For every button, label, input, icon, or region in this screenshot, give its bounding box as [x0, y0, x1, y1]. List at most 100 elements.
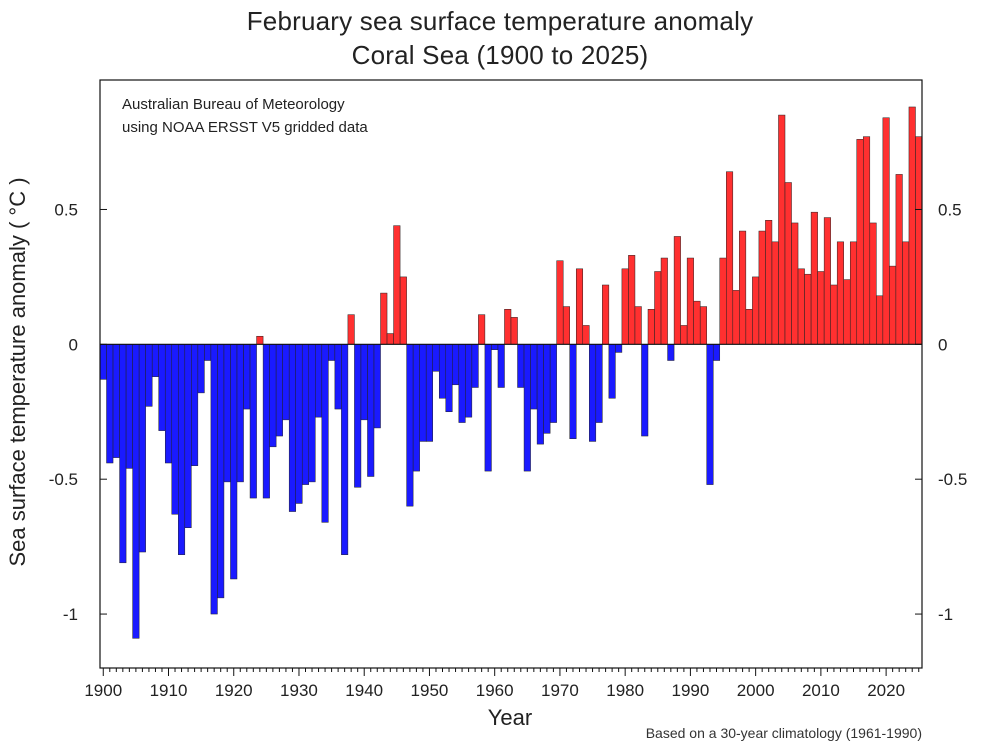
bar-1914 [191, 344, 199, 466]
bar-1925 [262, 344, 270, 499]
bar-1907 [145, 344, 153, 407]
bar-1988 [673, 236, 681, 345]
bar-1910 [164, 344, 173, 464]
bar-2023 [902, 241, 910, 345]
bar-1947 [406, 344, 414, 507]
bar-1981 [628, 255, 636, 345]
bar-1915 [197, 344, 205, 394]
bar-1983 [641, 344, 649, 437]
bar-1926 [269, 344, 277, 448]
bar-2018 [869, 222, 877, 345]
bar-1948 [412, 344, 420, 472]
bar-1984 [647, 309, 655, 345]
bar-series [99, 106, 923, 639]
bar-1921 [236, 344, 244, 483]
x-tick-label: 1910 [150, 681, 188, 700]
bar-1932 [308, 344, 316, 483]
bar-1994 [712, 344, 721, 361]
bar-1904 [125, 344, 133, 469]
bar-2005 [784, 182, 792, 345]
bar-1911 [171, 344, 179, 515]
x-tick-label: 1900 [84, 681, 122, 700]
x-tick-label: 1990 [671, 681, 709, 700]
bar-1987 [667, 344, 675, 361]
bar-1949 [419, 344, 427, 442]
bar-1913 [184, 344, 192, 528]
bar-1917 [210, 344, 218, 615]
bar-1996 [726, 171, 734, 345]
bar-1963 [510, 317, 518, 345]
chart-subtitle: Coral Sea (1900 to 2025) [351, 40, 649, 70]
x-tick-label: 1970 [541, 681, 579, 700]
bar-1908 [151, 344, 159, 377]
credit-line-1: Australian Bureau of Meteorology [122, 96, 345, 113]
bar-2021 [889, 265, 897, 345]
bar-1982 [634, 306, 642, 345]
bar-1995 [719, 257, 727, 345]
bar-1973 [575, 268, 584, 345]
bar-1998 [739, 230, 747, 345]
bar-1937 [341, 344, 349, 555]
bar-1989 [680, 325, 688, 345]
bar-1966 [530, 344, 538, 410]
bar-2017 [863, 136, 871, 345]
bar-1978 [608, 344, 616, 399]
bar-1927 [275, 344, 283, 437]
bar-1903 [119, 344, 127, 564]
bar-1942 [373, 344, 381, 429]
bar-2010 [817, 271, 825, 345]
bar-2025 [915, 136, 923, 345]
bar-1905 [132, 344, 140, 639]
bar-1906 [138, 344, 146, 553]
y-tick-label-left: -1 [63, 605, 78, 624]
bar-2007 [797, 268, 805, 345]
bar-1919 [223, 344, 231, 483]
bar-1961 [497, 344, 505, 388]
footnote: Based on a 30-year climatology (1961-199… [646, 725, 922, 741]
x-tick-label: 1980 [606, 681, 644, 700]
bar-1968 [543, 344, 551, 434]
bar-1918 [217, 344, 225, 599]
y-tick-label-right: -1 [938, 605, 953, 624]
bar-1992 [699, 306, 707, 345]
y-tick-label-left: 0.5 [54, 200, 78, 219]
bar-1923 [249, 344, 257, 499]
bar-1944 [386, 333, 394, 345]
bar-1900 [99, 344, 107, 380]
bar-1965 [523, 344, 531, 472]
bar-1934 [321, 344, 329, 523]
bar-1956 [465, 344, 473, 418]
bar-1985 [654, 271, 662, 345]
bar-1960 [491, 344, 499, 350]
bar-1954 [452, 344, 460, 386]
bar-2012 [830, 284, 838, 345]
x-tick-label: 2010 [802, 681, 840, 700]
bar-1977 [602, 284, 610, 345]
bar-2002 [765, 220, 773, 345]
bar-1946 [399, 276, 407, 345]
bar-1974 [582, 325, 590, 345]
bar-1952 [438, 344, 447, 399]
bar-1936 [334, 344, 342, 410]
y-tick-label-right: 0 [938, 335, 947, 354]
bar-1967 [536, 344, 544, 445]
bar-1971 [562, 306, 570, 345]
bar-1938 [347, 314, 355, 345]
bar-1997 [732, 290, 740, 345]
bar-1943 [380, 292, 388, 345]
bar-1939 [354, 344, 362, 488]
bar-1951 [432, 344, 440, 372]
bar-1935 [328, 344, 336, 361]
bar-2020 [882, 117, 890, 345]
y-tick-label-right: 0.5 [938, 200, 962, 219]
x-axis-title: Year [488, 705, 532, 730]
bar-1912 [178, 344, 186, 555]
bar-1940 [360, 344, 368, 421]
bar-1959 [484, 344, 492, 472]
y-tick-label-left: -0.5 [49, 470, 78, 489]
bar-2022 [895, 174, 903, 345]
bar-1901 [106, 344, 114, 464]
bar-1902 [112, 344, 120, 458]
x-tick-label: 1920 [215, 681, 253, 700]
bar-2004 [778, 114, 786, 345]
